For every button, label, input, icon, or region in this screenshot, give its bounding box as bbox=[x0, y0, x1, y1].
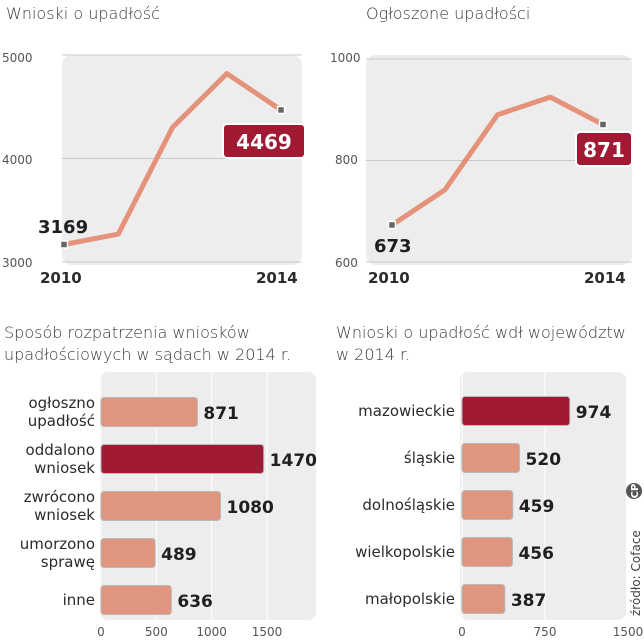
bar-chart-1-bar bbox=[100, 538, 156, 568]
line-chart-1-xtick-end: 2014 bbox=[256, 269, 298, 287]
bar-chart-2-category-label: mazowieckie bbox=[358, 402, 455, 420]
line-chart-1-ytick-top: 5000 bbox=[2, 51, 33, 65]
bar-chart-1-xtick: 1000 bbox=[196, 625, 227, 639]
line-chart-1-last-point bbox=[276, 105, 286, 115]
source-note: źródło: Coface bbox=[629, 530, 643, 616]
line-chart-1-first-value: 3169 bbox=[38, 217, 88, 238]
bar-chart-1-value-label: 871 bbox=[203, 404, 239, 424]
bar-chart-2-value-label: 456 bbox=[518, 544, 554, 564]
bar-chart-1-value-label: 489 bbox=[161, 545, 197, 565]
bar-chart-1-title-line-1: Sposób rozpatrzenia wniosków bbox=[4, 323, 250, 342]
line-chart-2-ytick-mid: 800 bbox=[335, 153, 358, 167]
bar-chart-1-category-label: inne bbox=[63, 591, 95, 609]
bar-chart-1-marks: 871ogłosznoupadłość1470oddalonowniosek10… bbox=[20, 372, 317, 639]
bar-chart-2-title-line-1: Wnioski o upadłość wdł województw bbox=[336, 323, 626, 342]
line-chart-1-value-highlight-box bbox=[222, 123, 306, 159]
bar-chart-1-xtick: 0 bbox=[97, 625, 105, 639]
bar-chart-2-xtick: 750 bbox=[534, 625, 557, 639]
bar-chart-2-title-line-2: w 2014 r. bbox=[336, 345, 410, 364]
line-chart-1-ytick-bottom: 3000 bbox=[2, 256, 33, 270]
bar-chart-1-bar bbox=[100, 397, 198, 427]
bar-chart-2-category-label: śląskie bbox=[404, 449, 455, 467]
bar-chart-2-category-label: wielkopolskie bbox=[355, 543, 455, 561]
cp-logo-text: CP bbox=[630, 484, 641, 499]
line-chart-2-first-value: 673 bbox=[374, 236, 412, 257]
line-chart-1-xtick-start: 2010 bbox=[40, 269, 82, 287]
bar-chart-2-value-label: 459 bbox=[519, 497, 555, 517]
bar-chart-2-bar bbox=[461, 396, 571, 426]
line-chart-1-ytick-mid: 4000 bbox=[2, 153, 33, 167]
line-chart-1-first-point bbox=[59, 240, 69, 249]
bar-chart-1-category-label: zwrócono bbox=[24, 488, 95, 506]
bar-chart-2-value-label: 974 bbox=[576, 403, 612, 423]
line-chart-2-series-line bbox=[389, 94, 606, 228]
bar-chart-1-category-label: oddalono bbox=[26, 441, 95, 459]
bar-chart-1-category-label: ogłoszno bbox=[28, 394, 95, 412]
bar-chart-1-value-label: 1470 bbox=[270, 451, 317, 471]
bar-chart-2-xtick: 1500 bbox=[613, 625, 644, 639]
bar-chart-1-bar bbox=[100, 585, 172, 615]
bar-chart-2-category-label: małopolskie bbox=[365, 590, 455, 608]
bar-chart-1-bar bbox=[100, 491, 222, 521]
bar-chart-1-bar bbox=[100, 444, 265, 474]
bar-chart-2-bar bbox=[461, 537, 513, 567]
bar-chart-1-value-label: 636 bbox=[177, 592, 213, 612]
bar-chart-1-category-label: wniosek bbox=[34, 506, 95, 524]
bar-chart-2-category-label: dolnośląskie bbox=[362, 496, 455, 514]
line-chart-2-last-point bbox=[598, 120, 608, 129]
line-chart-2-value-highlight-box bbox=[575, 131, 633, 167]
line-chart-2-xtick-start: 2010 bbox=[368, 269, 410, 287]
bar-chart-1-xtick: 500 bbox=[145, 625, 168, 639]
bar-chart-2-bar bbox=[461, 584, 506, 614]
line-chart-2-ytick-top: 1000 bbox=[330, 51, 361, 65]
bar-chart-1-value-label: 1080 bbox=[227, 498, 274, 518]
bar-chart-1-category-label: umorzono bbox=[20, 535, 95, 553]
bar-chart-2-bar bbox=[461, 443, 521, 473]
bar-chart-1-title-line-2: upadłościowych w sądach w 2014 r. bbox=[4, 345, 291, 364]
line-chart-2-ytick-bottom: 600 bbox=[335, 256, 358, 270]
line-chart-1-series-line bbox=[61, 71, 284, 247]
line-chart-2-xtick-end: 2014 bbox=[584, 269, 626, 287]
bar-chart-1-category-label: wniosek bbox=[34, 459, 95, 477]
bar-chart-2-xtick: 0 bbox=[458, 625, 466, 639]
line-chart-1-last-value: 4469 bbox=[236, 130, 292, 154]
line-chart-2-first-point bbox=[387, 220, 397, 230]
line-chart-1-panel bbox=[62, 55, 302, 265]
bar-chart-2-value-label: 520 bbox=[526, 450, 562, 470]
line-chart-1-title: Wnioski o upadłość bbox=[6, 4, 160, 23]
bar-chart-2-marks: 974 mazowieckie 520 śląskie 459 dolnośląskie 4… bbox=[355, 372, 643, 639]
bar-chart-1-category-label: upadłość bbox=[28, 412, 95, 430]
bar-chart-1-xtick: 1500 bbox=[252, 625, 283, 639]
bar-chart-2-bar bbox=[461, 490, 514, 520]
cp-logo-icon: CP bbox=[626, 483, 642, 499]
bar-chart-2-value-label: 387 bbox=[511, 591, 547, 611]
line-chart-2-last-value: 871 bbox=[583, 138, 625, 162]
line-chart-2-title: Ogłoszone upadłości bbox=[366, 4, 530, 23]
bar-chart-1-category-label: sprawę bbox=[41, 553, 95, 571]
